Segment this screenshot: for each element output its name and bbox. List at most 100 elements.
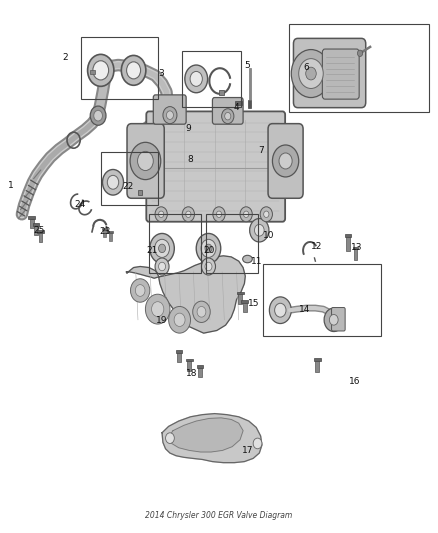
Text: 11: 11 (251, 257, 262, 265)
Bar (30, 219, 34, 228)
Circle shape (329, 314, 338, 325)
Bar (182, 51, 241, 107)
Text: 13: 13 (351, 244, 363, 252)
Circle shape (291, 50, 331, 98)
FancyBboxPatch shape (293, 38, 366, 108)
Circle shape (159, 262, 166, 271)
Bar (101, 152, 158, 205)
Bar (346, 236, 350, 251)
Text: 8: 8 (187, 156, 194, 164)
Circle shape (357, 50, 363, 56)
Circle shape (163, 107, 177, 124)
Circle shape (155, 239, 170, 257)
Circle shape (145, 294, 170, 324)
Bar (39, 232, 42, 242)
Text: 14: 14 (299, 305, 310, 313)
Circle shape (279, 153, 292, 169)
Circle shape (205, 262, 212, 271)
Circle shape (244, 211, 249, 217)
Circle shape (213, 207, 225, 222)
Text: 17: 17 (242, 446, 253, 455)
Circle shape (102, 169, 124, 195)
Bar (219, 90, 224, 95)
Circle shape (269, 297, 291, 324)
Bar (206, 214, 258, 273)
Text: 25: 25 (34, 226, 45, 235)
Circle shape (150, 233, 174, 263)
FancyBboxPatch shape (212, 98, 243, 124)
Circle shape (260, 207, 272, 222)
Polygon shape (162, 414, 262, 463)
FancyBboxPatch shape (268, 124, 303, 198)
Text: 15: 15 (248, 300, 260, 308)
Text: 22: 22 (122, 182, 134, 191)
Text: 20: 20 (204, 246, 215, 255)
Circle shape (225, 112, 231, 120)
Circle shape (186, 211, 191, 217)
Text: 19: 19 (156, 317, 168, 325)
Bar (34, 225, 38, 235)
Bar (149, 214, 201, 273)
Bar (103, 229, 106, 237)
Circle shape (240, 207, 252, 222)
Bar (33, 223, 39, 226)
Bar (198, 367, 202, 377)
Circle shape (193, 301, 210, 322)
Text: 16: 16 (349, 377, 360, 385)
Text: 18: 18 (186, 369, 198, 377)
Bar (109, 232, 112, 241)
Circle shape (159, 244, 166, 253)
Circle shape (135, 285, 145, 296)
Bar (345, 234, 351, 237)
Bar (81, 37, 158, 99)
Circle shape (216, 211, 222, 217)
Circle shape (253, 438, 262, 449)
Circle shape (94, 110, 102, 121)
Text: 3: 3 (158, 69, 164, 78)
Circle shape (131, 279, 150, 302)
Circle shape (190, 71, 202, 86)
Circle shape (155, 207, 167, 222)
Circle shape (299, 59, 323, 88)
FancyBboxPatch shape (332, 308, 345, 331)
FancyBboxPatch shape (153, 95, 186, 124)
Text: 24: 24 (74, 200, 85, 208)
Circle shape (174, 313, 185, 326)
Polygon shape (169, 418, 243, 452)
Bar (107, 231, 113, 233)
FancyBboxPatch shape (146, 111, 285, 222)
Bar (354, 248, 357, 260)
Bar (315, 360, 319, 372)
Text: 1: 1 (8, 181, 14, 190)
Text: 5: 5 (244, 61, 251, 69)
Text: 2014 Chrysler 300 EGR Valve Diagram: 2014 Chrysler 300 EGR Valve Diagram (145, 511, 293, 520)
Bar (90, 70, 95, 74)
Circle shape (254, 224, 264, 236)
Ellipse shape (243, 255, 252, 263)
Circle shape (205, 244, 212, 253)
Bar (241, 300, 248, 303)
Circle shape (152, 302, 164, 317)
Bar (138, 190, 142, 195)
Circle shape (127, 62, 141, 79)
Bar (249, 68, 251, 100)
Text: 12: 12 (311, 242, 323, 251)
Bar (186, 359, 193, 361)
Circle shape (196, 233, 221, 263)
Bar (102, 228, 107, 230)
Bar (187, 360, 191, 371)
Bar (235, 101, 242, 105)
Bar (237, 292, 244, 294)
Text: 4: 4 (234, 103, 239, 112)
Circle shape (121, 55, 146, 85)
Circle shape (306, 67, 316, 80)
Bar (353, 247, 358, 249)
Bar (248, 100, 251, 108)
Text: 9: 9 (185, 125, 191, 133)
Bar (243, 302, 247, 312)
Bar (289, 24, 429, 112)
Text: 6: 6 (304, 63, 310, 72)
Circle shape (222, 109, 234, 124)
Circle shape (130, 142, 161, 180)
Circle shape (264, 211, 269, 217)
